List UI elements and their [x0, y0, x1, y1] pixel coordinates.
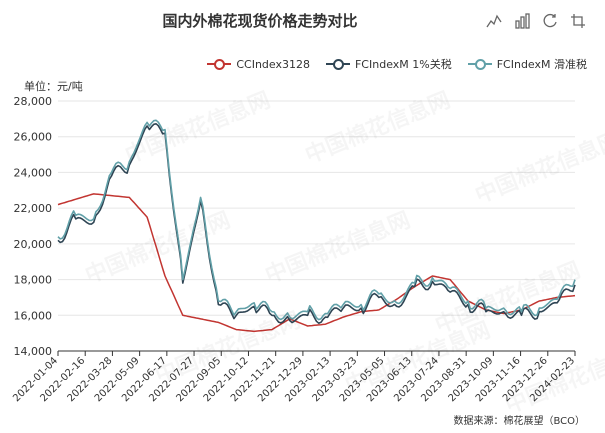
y-axis-unit: 单位：元/吨 — [24, 80, 83, 93]
legend-label-ccindex: CCIndex3128 — [236, 57, 310, 71]
y-tick-label: 14,000 — [14, 345, 53, 358]
y-tick-label: 16,000 — [14, 309, 53, 322]
legend-item-fcindex-sliding[interactable]: FCIndexM 滑准税 — [467, 56, 587, 72]
legend-label-fcindex-sliding: FCIndexM 滑准税 — [496, 58, 587, 71]
restore-icon[interactable] — [541, 12, 559, 30]
legend-item-fcindex-1pct[interactable]: FCIndexM 1%关税 — [325, 56, 452, 72]
y-tick-label: 24,000 — [14, 166, 53, 179]
legend-swatch-fcindex-1pct — [325, 59, 350, 70]
series-line-2 — [57, 119, 576, 321]
chart-title: 国内外棉花现货价格走势对比 — [162, 12, 358, 30]
legend: CCIndex3128 FCIndexM 1%关税 FCIndexM 滑准税 — [207, 56, 587, 72]
toolbox — [485, 12, 587, 30]
y-tick-label: 20,000 — [14, 238, 53, 251]
series-line-1 — [57, 123, 576, 324]
bar-chart-icon[interactable] — [513, 12, 531, 30]
legend-item-ccindex[interactable]: CCIndex3128 — [207, 56, 310, 72]
source-note: 数据来源：棉花展望（BCO） — [453, 416, 585, 427]
line-chart-icon[interactable] — [485, 12, 503, 30]
y-tick-label: 26,000 — [14, 131, 53, 144]
y-tick-label: 28,000 — [14, 95, 53, 108]
y-tick-label: 18,000 — [14, 274, 53, 287]
legend-swatch-ccindex — [207, 59, 232, 70]
legend-label-fcindex-1pct: FCIndexM 1%关税 — [354, 58, 452, 71]
legend-swatch-fcindex-sliding — [467, 59, 492, 70]
y-tick-label: 22,000 — [14, 202, 53, 215]
crop-icon[interactable] — [569, 12, 587, 30]
